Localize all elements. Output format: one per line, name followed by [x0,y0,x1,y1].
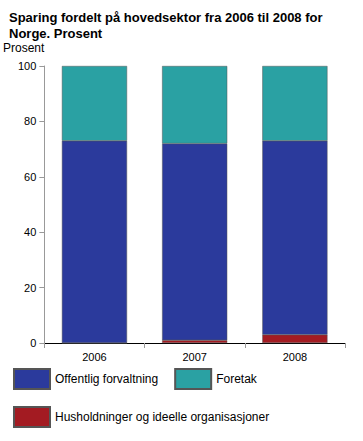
svg-text:20: 20 [24,282,36,294]
svg-text:Husholdninger og ideelle organ: Husholdninger og ideelle organisasjoner [55,410,269,424]
svg-text:40: 40 [24,226,36,238]
svg-text:60: 60 [24,171,36,183]
svg-text:Offentlig forvaltning: Offentlig forvaltning [55,372,158,386]
svg-text:Foretak: Foretak [216,372,258,386]
svg-text:Sparing fordelt på hovedsektor: Sparing fordelt på hovedsektor fra 2006 … [9,10,326,25]
svg-text:2007: 2007 [182,351,206,363]
svg-text:0: 0 [30,337,36,349]
svg-text:80: 80 [24,115,36,127]
svg-text:Norge. Prosent: Norge. Prosent [9,26,103,41]
svg-text:Prosent: Prosent [3,41,45,55]
svg-text:2008: 2008 [283,351,307,363]
svg-text:2006: 2006 [82,351,106,363]
svg-text:100: 100 [18,60,36,72]
